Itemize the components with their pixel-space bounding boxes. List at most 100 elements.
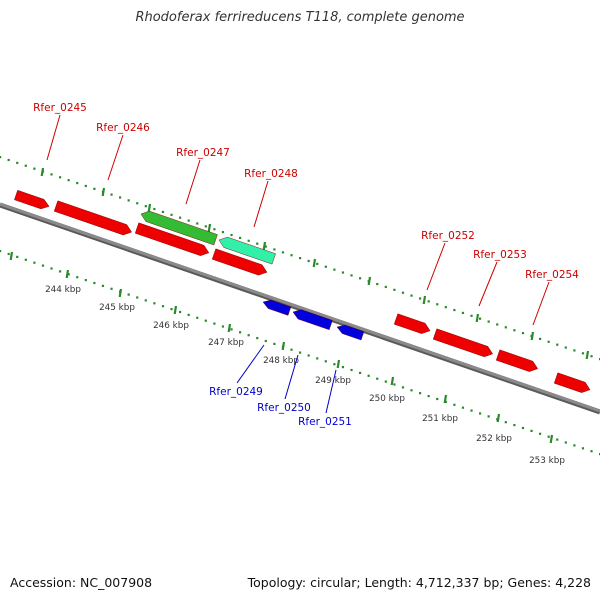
scale-dot <box>376 377 379 380</box>
scale-dot <box>316 262 319 265</box>
genome-backbone <box>0 202 600 413</box>
gene-rfer-0246b <box>134 222 210 256</box>
scale-dot <box>504 421 507 424</box>
gene-rfer-0251 <box>336 324 365 341</box>
scale-dot <box>513 329 516 332</box>
scale-dot <box>333 363 336 366</box>
scale-dot <box>350 274 353 277</box>
outer-scale-ring <box>0 156 600 361</box>
scale-dot <box>556 343 559 346</box>
scale-dot <box>470 314 473 317</box>
scale-label: 246 kbp <box>153 321 189 331</box>
scale-dot <box>324 265 327 268</box>
scale-dot <box>547 340 550 343</box>
scale-dot <box>316 357 319 360</box>
gene-rfer-0245-shape <box>14 190 50 210</box>
scale-dot <box>521 426 525 430</box>
scale-dot <box>230 233 233 237</box>
scale-dot <box>427 300 430 303</box>
scale-tick <box>312 258 317 268</box>
scale-tick <box>443 394 448 404</box>
scale-tick <box>530 331 535 341</box>
scale-dot <box>7 252 10 256</box>
scale-dot <box>324 360 327 363</box>
scale-dot <box>299 257 302 260</box>
scale-dot <box>221 231 225 234</box>
scale-dot <box>161 210 165 214</box>
scale-dot <box>341 271 345 274</box>
scale-dot <box>581 447 585 450</box>
scale-dot <box>461 406 465 409</box>
scale-dot <box>239 236 242 239</box>
scale-tick <box>147 203 152 213</box>
scale-dot <box>333 268 336 271</box>
scale-dot <box>50 267 53 270</box>
scale-dot <box>307 259 310 263</box>
gene-leader-line <box>107 134 124 181</box>
scale-dot <box>341 366 345 369</box>
scale-label: 252 kbp <box>476 434 512 444</box>
scale-dot <box>273 342 276 345</box>
scale-dot <box>213 228 216 231</box>
scale-dot <box>93 187 96 190</box>
gene-rfer-0252 <box>393 313 431 334</box>
scale-dot <box>247 334 250 337</box>
scale-dot <box>479 412 482 415</box>
scale-dot <box>204 319 207 322</box>
scale-dot <box>256 242 259 245</box>
scale-dot <box>24 164 27 167</box>
scale-dot <box>401 291 405 294</box>
scale-dot <box>436 303 439 306</box>
scale-dot <box>521 332 525 335</box>
gene-rfer-0246b-shape <box>134 222 210 256</box>
scale-dot <box>393 288 396 291</box>
scale-dot <box>444 306 447 309</box>
scale-tick <box>390 376 395 386</box>
gene-rfer-0248b <box>211 248 268 276</box>
gene-rfer-0248-highlight-shape <box>218 236 276 265</box>
scale-tick <box>118 288 123 298</box>
gene-label: Rfer_0252 <box>421 230 475 242</box>
outer-ticks <box>40 167 590 360</box>
gene-rfer-0253 <box>432 328 493 358</box>
scale-dot <box>67 273 70 276</box>
inner-ticks <box>9 251 554 444</box>
scale-dot <box>547 435 550 438</box>
scale-dot <box>401 386 405 389</box>
scale-dot <box>581 352 585 355</box>
scale-dot <box>84 279 87 282</box>
scale-dot <box>84 184 87 188</box>
gene-rfer-0248b-shape <box>211 248 268 276</box>
scale-tick <box>585 350 590 360</box>
scale-dot <box>33 261 36 264</box>
scale-dot <box>564 441 567 444</box>
scale-dot <box>590 450 593 453</box>
scale-tick <box>40 167 45 177</box>
gene-rfer-0254-shape <box>495 349 539 372</box>
scale-dot <box>496 323 499 326</box>
gene-leader-line <box>46 114 61 161</box>
scale-dot <box>127 293 130 296</box>
gene-rfer-0255-shape <box>553 372 591 393</box>
gene-rfer-0250 <box>292 309 333 331</box>
scale-dot <box>479 317 482 320</box>
scale-dot <box>136 202 139 205</box>
gene-leader-line <box>426 242 446 291</box>
scale-dot <box>179 216 182 219</box>
scale-dot <box>290 254 293 257</box>
scale-dot <box>7 158 10 162</box>
scale-dot <box>67 179 70 182</box>
scale-tick <box>281 341 286 351</box>
scale-dot <box>573 444 576 447</box>
scale-dot <box>556 438 559 441</box>
scale-tick <box>367 276 372 286</box>
scale-dot <box>487 415 490 418</box>
scale-tick <box>101 187 106 197</box>
scale-dot <box>273 248 276 251</box>
scale-dot <box>144 205 147 208</box>
scale-dot <box>513 424 516 427</box>
scale-dot <box>0 156 2 159</box>
scale-dot <box>33 167 36 170</box>
scale-dot <box>590 355 593 358</box>
